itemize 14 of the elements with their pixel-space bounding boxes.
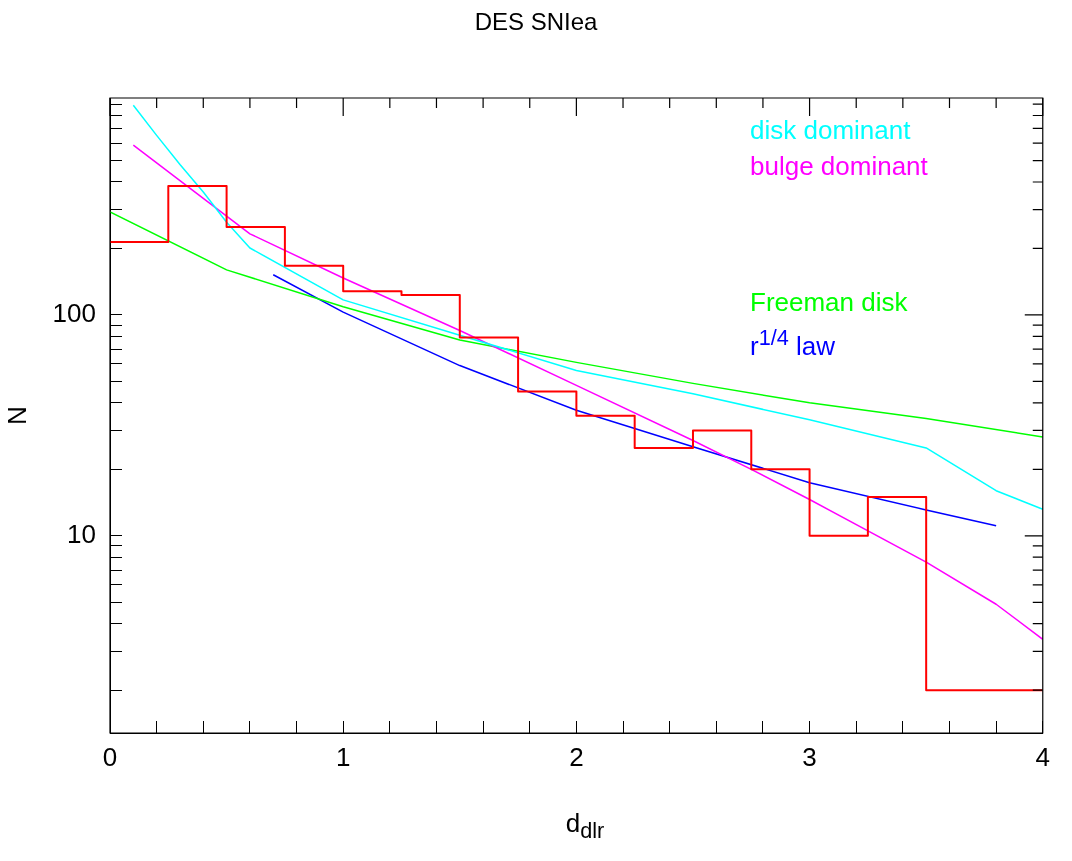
text: r$^{1/4}$ law — [750, 324, 837, 363]
chart-title: DES SNIea — [473, 8, 599, 36]
x-tick-label: 4 — [1035, 741, 1050, 772]
x-tick-label: 2 — [569, 741, 584, 772]
y-tick-label: 100 — [52, 298, 96, 329]
x-tick-label: 1 — [335, 741, 351, 772]
x-tick-label: 0 — [102, 741, 118, 772]
y-axis-title: N — [1, 406, 33, 425]
x-tick-label: 3 — [802, 741, 817, 772]
text: Freeman disk — [750, 286, 909, 319]
x-axis-title: d$_{dlr}$ — [564, 808, 606, 845]
text: bulge dominant — [750, 150, 929, 183]
text: disk dominant — [750, 114, 912, 147]
y-tick-label: 10 — [67, 518, 96, 549]
